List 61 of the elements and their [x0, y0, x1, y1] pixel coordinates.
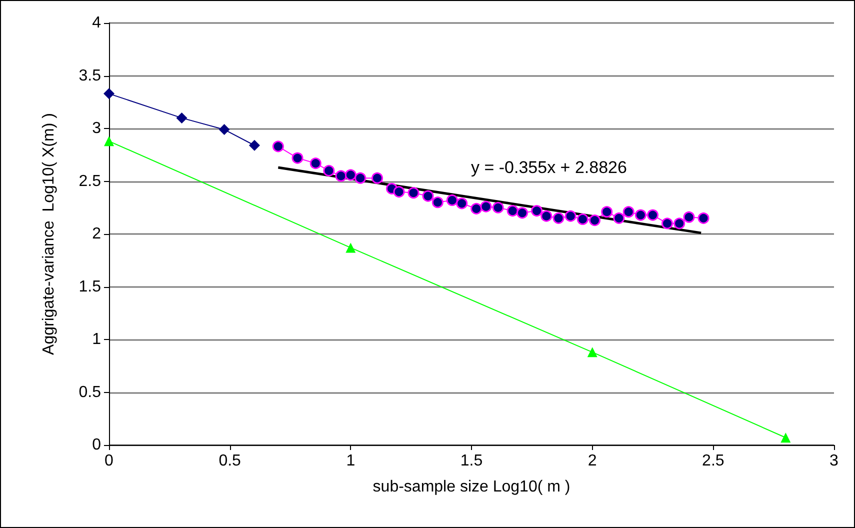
point: [492, 202, 504, 214]
point: [613, 212, 625, 224]
y-tick-label: 3: [92, 120, 102, 137]
y-tick-label: 2: [92, 226, 102, 242]
annotation: y = -0.355x + 2.8826: [471, 158, 627, 177]
x-tick-label: 0.5: [218, 452, 242, 470]
point: [634, 209, 646, 221]
point: [393, 186, 405, 198]
point: [408, 187, 420, 199]
x-axis-title: sub-sample size Log10( m ): [372, 478, 570, 496]
point: [432, 196, 444, 208]
y-tick-label: 1: [92, 331, 102, 348]
x-tick-label: 1.5: [460, 452, 483, 470]
x-tick-label: 0: [104, 452, 114, 470]
x-tick-label: 2.5: [702, 452, 724, 470]
y-axis-title: Aggrigate-variance Log10( X(m) ): [40, 113, 58, 355]
point: [272, 140, 284, 152]
point: [780, 432, 791, 443]
point: [344, 169, 356, 181]
point: [446, 194, 458, 206]
point: [552, 212, 564, 224]
point: [335, 170, 347, 182]
point: [346, 242, 356, 253]
point: [647, 209, 658, 221]
y-tick-label: 0: [92, 436, 102, 454]
point: [587, 347, 598, 358]
y-tick-label: 1.5: [78, 278, 102, 296]
point: [480, 200, 492, 212]
point: [310, 158, 322, 170]
point: [622, 206, 634, 218]
x-tick-label: 3: [830, 452, 839, 470]
point: [531, 205, 542, 217]
point: [104, 88, 114, 100]
point: [662, 218, 673, 230]
point: [506, 205, 518, 217]
point: [354, 172, 366, 184]
point: [589, 214, 600, 226]
point: [218, 124, 230, 136]
point: [470, 202, 482, 214]
point: [456, 198, 468, 210]
point: [248, 140, 260, 151]
point: [576, 213, 588, 225]
point: [540, 210, 552, 222]
point: [372, 172, 383, 184]
y-tick-label: 3.5: [78, 67, 102, 84]
x-tick-label: 2: [588, 452, 597, 470]
y-tick-label: 0.5: [78, 384, 102, 401]
x-tick-label: 1: [346, 452, 356, 470]
point: [516, 207, 528, 219]
y-tick-label: 4: [92, 14, 102, 32]
point: [292, 152, 304, 164]
point: [601, 206, 613, 218]
point: [176, 112, 188, 124]
point: [422, 190, 434, 202]
point: [564, 210, 576, 222]
point: [323, 164, 335, 176]
point: [698, 212, 710, 224]
point: [683, 211, 695, 223]
point: [104, 136, 114, 146]
point: [674, 218, 686, 230]
y-tick-label: 2.5: [78, 172, 102, 190]
